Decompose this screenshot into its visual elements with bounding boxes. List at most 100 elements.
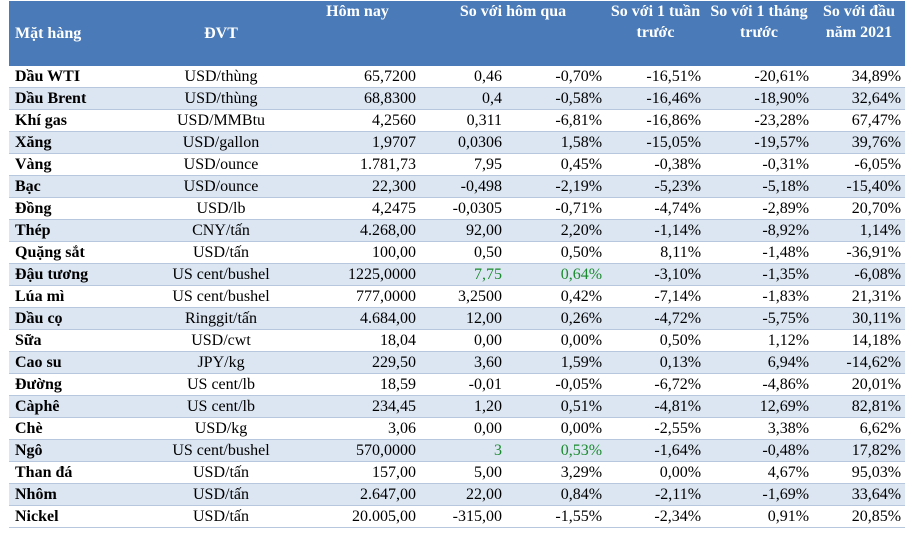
cell-name: Ngô — [9, 439, 147, 462]
cell-name: Nickel — [9, 505, 147, 528]
cell-price: 4,2475 — [295, 197, 420, 220]
cell-change: 7,95 — [420, 153, 506, 176]
table-row: Lúa mì US cent/bushel 777,0000 3,2500 0,42% -… — [9, 285, 906, 308]
commodity-price-table: Mặt hàng ĐVT Hôm nay So với hôm qua So v… — [9, 1, 906, 528]
cell-ytd: 20,85% — [813, 505, 906, 528]
cell-price: 1.781,73 — [295, 153, 420, 176]
table-row: Đậu tương US cent/bushel 1225,0000 7,75 0,64… — [9, 263, 906, 286]
cell-change-pct: 0,84% — [506, 483, 607, 506]
cell-week: -4,81% — [606, 395, 706, 418]
cell-price: 777,0000 — [295, 285, 420, 308]
cell-unit: USD/tấn — [147, 505, 295, 528]
cell-ytd: 17,82% — [813, 439, 906, 462]
cell-change-pct: 1,59% — [506, 351, 607, 374]
cell-change: 0,00 — [420, 417, 506, 440]
cell-month: 12,69% — [705, 395, 814, 418]
cell-ytd: 67,47% — [813, 109, 906, 132]
cell-ytd: 82,81% — [813, 395, 906, 418]
cell-month: 1,12% — [705, 329, 814, 352]
cell-week: 0,13% — [606, 351, 706, 374]
cell-ytd: -36,91% — [813, 241, 906, 264]
cell-month: -23,28% — [705, 109, 814, 132]
cell-ytd: 1,14% — [813, 219, 906, 242]
cell-change-pct: 3,29% — [506, 461, 607, 484]
cell-change-pct: 0,26% — [506, 307, 607, 330]
cell-price: 20.005,00 — [295, 505, 420, 528]
cell-change: -315,00 — [420, 505, 506, 528]
cell-price: 4.684,00 — [295, 307, 420, 330]
cell-name: Cao su — [9, 351, 147, 374]
cell-week: -16,51% — [606, 66, 706, 88]
commodity-price-table-container: Mặt hàng ĐVT Hôm nay So với hôm qua So v… — [9, 1, 906, 528]
header-row: Mặt hàng ĐVT Hôm nay So với hôm qua So v… — [9, 1, 906, 66]
cell-unit: USD/kg — [147, 417, 295, 440]
cell-ytd: -6,08% — [813, 263, 906, 286]
cell-week: -1,14% — [606, 219, 706, 242]
cell-price: 68,8300 — [295, 87, 420, 110]
cell-unit: JPY/kg — [147, 351, 295, 374]
cell-change: -0,0305 — [420, 197, 506, 220]
cell-change: 0,46 — [420, 66, 506, 88]
cell-unit: USD/ounce — [147, 153, 295, 176]
cell-ytd: 33,64% — [813, 483, 906, 506]
cell-month: -19,57% — [705, 131, 814, 154]
cell-change-pct: 0,64% — [506, 263, 607, 286]
table-row: Thép CNY/tấn 4.268,00 92,00 2,20% -1,14% -8,92… — [9, 219, 906, 242]
cell-change-pct: 2,20% — [506, 219, 607, 242]
cell-week: -3,10% — [606, 263, 706, 286]
cell-unit: USD/tấn — [147, 241, 295, 264]
cell-ytd: 32,64% — [813, 87, 906, 110]
cell-month: 6,94% — [705, 351, 814, 374]
cell-month: 3,38% — [705, 417, 814, 440]
cell-change-pct: 0,45% — [506, 153, 607, 176]
cell-change-pct: 0,00% — [506, 417, 607, 440]
cell-unit: USD/thùng — [147, 87, 295, 110]
cell-month: -1,69% — [705, 483, 814, 506]
cell-change-pct: -0,70% — [506, 66, 607, 88]
cell-change-pct: 0,53% — [506, 439, 607, 462]
cell-change-pct: 0,42% — [506, 285, 607, 308]
cell-change: 3,2500 — [420, 285, 506, 308]
table-row: Dầu WTI USD/thùng 65,7200 0,46 -0,70% -16,51%… — [9, 66, 906, 88]
table-row: Sữa USD/cwt 18,04 0,00 0,00% 0,50% 1,12% 14,18% — [9, 329, 906, 352]
cell-month: -1,35% — [705, 263, 814, 286]
table-row: Nhôm USD/tấn 2.647,00 22,00 0,84% -2,11% -1,69… — [9, 483, 906, 506]
cell-price: 100,00 — [295, 241, 420, 264]
cell-name: Xăng — [9, 131, 147, 154]
header-vs-year: So với đầu năm 2021 — [813, 1, 906, 66]
cell-change: -0,498 — [420, 175, 506, 198]
table-row: Đường US cent/lb 18,59 -0,01 -0,05% -6,72% -4,… — [9, 373, 906, 396]
cell-ytd: -14,62% — [813, 351, 906, 374]
cell-month: 0,91% — [705, 505, 814, 528]
table-row: Dầu cọ Ringgit/tấn 4.684,00 12,00 0,26% -4,72… — [9, 307, 906, 330]
cell-price: 65,7200 — [295, 66, 420, 88]
cell-week: -4,74% — [606, 197, 706, 220]
cell-change-pct: -1,55% — [506, 505, 607, 528]
cell-month: -1,83% — [705, 285, 814, 308]
cell-ytd: 6,62% — [813, 417, 906, 440]
header-unit: ĐVT — [147, 1, 295, 66]
cell-month: 4,67% — [705, 461, 814, 484]
cell-week: -4,72% — [606, 307, 706, 330]
cell-change: 3 — [420, 439, 506, 462]
cell-change: 12,00 — [420, 307, 506, 330]
cell-unit: US cent/bushel — [147, 439, 295, 462]
cell-name: Quặng sắt — [9, 241, 147, 264]
cell-week: -15,05% — [606, 131, 706, 154]
cell-change: -0,01 — [420, 373, 506, 396]
cell-change: 0,00 — [420, 329, 506, 352]
table-row: Càphê US cent/lb 234,45 1,20 0,51% -4,81% 12,6… — [9, 395, 906, 418]
table-row: Nickel USD/tấn 20.005,00 -315,00 -1,55% -2,34… — [9, 505, 906, 528]
cell-name: Chè — [9, 417, 147, 440]
cell-change: 92,00 — [420, 219, 506, 242]
table-row: Cao su JPY/kg 229,50 3,60 1,59% 0,13% 6,94% -14… — [9, 351, 906, 374]
cell-ytd: 20,01% — [813, 373, 906, 396]
cell-unit: USD/cwt — [147, 329, 295, 352]
table-body: Dầu WTI USD/thùng 65,7200 0,46 -0,70% -16,51%… — [9, 66, 906, 528]
cell-week: -5,23% — [606, 175, 706, 198]
cell-change-pct: -6,81% — [506, 109, 607, 132]
cell-price: 4.268,00 — [295, 219, 420, 242]
cell-price: 22,300 — [295, 175, 420, 198]
cell-month: -2,89% — [705, 197, 814, 220]
cell-change-pct: 1,58% — [506, 131, 607, 154]
